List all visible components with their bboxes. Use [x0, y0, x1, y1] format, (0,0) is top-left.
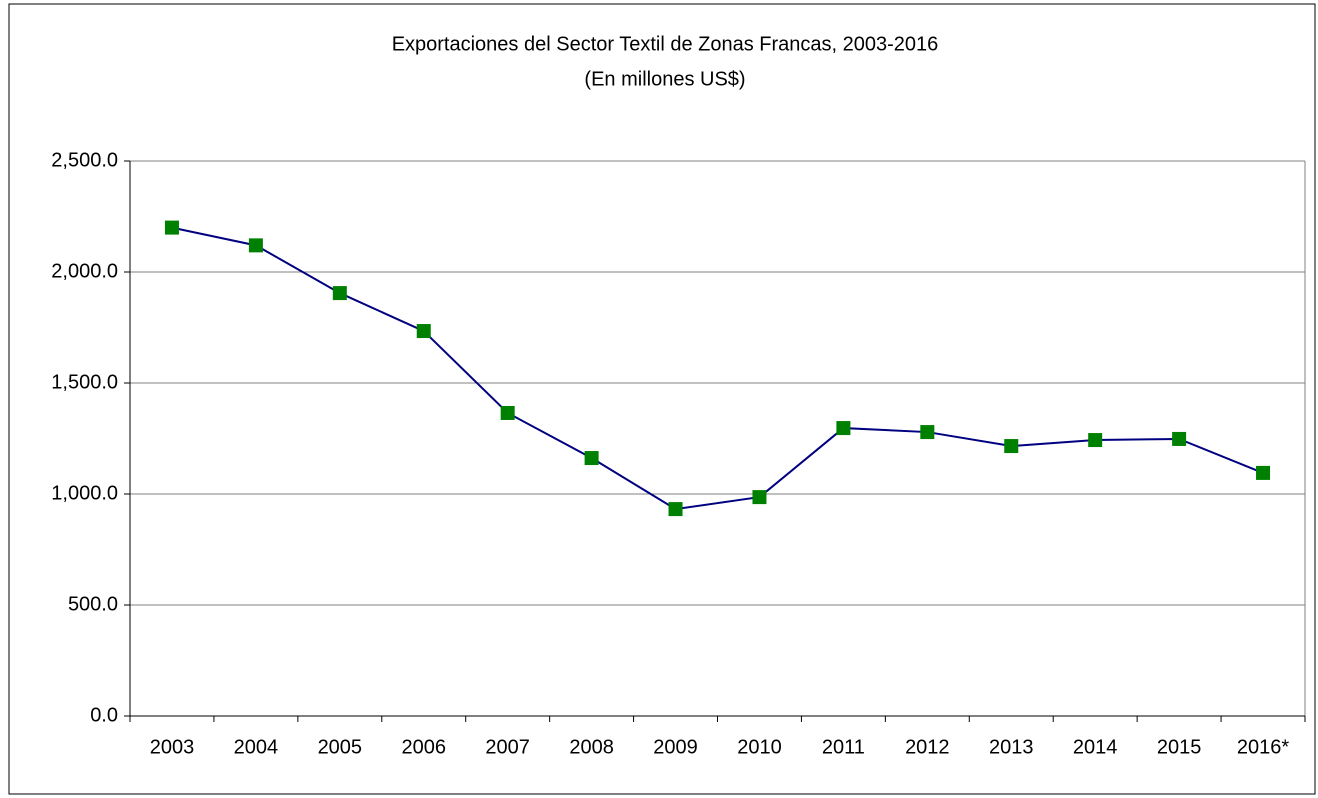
x-tick-label: 2006 — [402, 736, 447, 758]
marker — [668, 502, 683, 517]
x-tick-label: 2014 — [1073, 736, 1118, 758]
marker — [1172, 431, 1187, 446]
x-tick-label: 2004 — [234, 736, 279, 758]
chart-border — [8, 3, 1316, 795]
marker — [584, 451, 599, 466]
marker — [332, 286, 347, 301]
x-tick-label: 2011 — [822, 736, 865, 758]
marker — [1088, 433, 1103, 448]
marker — [752, 490, 767, 505]
y-tick-label: 0.0 — [90, 704, 118, 726]
x-tick-label: 2009 — [653, 736, 698, 758]
x-tick-label: 2003 — [150, 736, 195, 758]
x-tick-label: 2012 — [905, 736, 950, 758]
x-tick-label: 2016* — [1237, 736, 1289, 758]
marker — [1004, 439, 1019, 454]
x-tick-label: 2007 — [485, 736, 530, 758]
marker — [500, 405, 515, 420]
y-tick-label: 2,000.0 — [51, 260, 118, 282]
marker — [416, 324, 431, 339]
chart-subtitle: (En millones US$) — [584, 68, 745, 90]
line — [171, 226, 1264, 511]
x-tick-label: 2013 — [989, 736, 1034, 758]
y-tick-label: 2,500.0 — [51, 149, 118, 171]
y-tick-label: 1,500.0 — [51, 371, 118, 393]
chart-title: Exportaciones del Sector Textil de Zonas… — [392, 33, 939, 55]
marker — [1256, 465, 1271, 480]
marker — [164, 220, 179, 235]
x-tick-label: 2005 — [318, 736, 363, 758]
marker — [836, 421, 851, 436]
x-tick-label: 2010 — [737, 736, 782, 758]
x-tick-label: 2008 — [569, 736, 614, 758]
x-tick-label: 2015 — [1157, 736, 1202, 758]
marker — [248, 238, 263, 253]
marker — [920, 425, 935, 440]
y-tick-label: 500.0 — [68, 593, 118, 615]
y-tick-label: 1,000.0 — [51, 482, 118, 504]
